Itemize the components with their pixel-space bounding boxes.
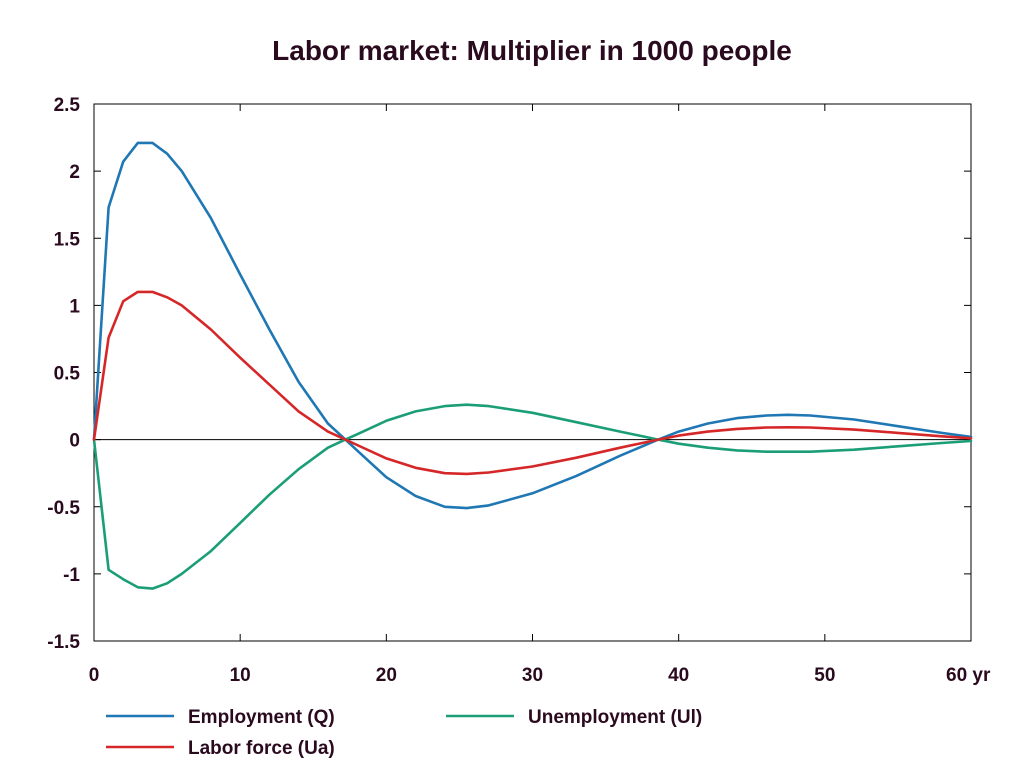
plot-area-frame (93, 103, 972, 642)
legend: Employment (Q) Unemployment (Ul) Labor for… (106, 707, 702, 759)
x-tick-label: 50 (814, 665, 835, 686)
legend-label-2: Labor force (Ua) (188, 738, 335, 759)
x-tick-label: 10 (230, 665, 251, 686)
y-tick-label: 1.5 (54, 229, 81, 250)
y-tick-label: 1 (69, 296, 80, 317)
y-tick-label: 0 (69, 431, 80, 452)
x-tick-label: 60 yr (946, 665, 991, 686)
x-tick-label: 40 (668, 665, 689, 686)
x-tick-label: 20 (376, 665, 397, 686)
series-line-0 (92, 141, 973, 510)
legend-label-1: Unemployment (Ul) (528, 707, 702, 728)
series-group (92, 141, 973, 590)
x-tick-label: 0 (89, 665, 100, 686)
y-tick-label: 2.5 (54, 95, 81, 116)
y-tick-label: 0.5 (54, 364, 81, 385)
chart-title: Labor market: Multiplier in 1000 people (272, 35, 792, 66)
series-line-1 (92, 403, 973, 590)
legend-label-0: Employment (Q) (188, 707, 335, 728)
y-tick-label: 2 (69, 162, 80, 183)
y-tick-label: -1.5 (47, 632, 80, 653)
y-tick-label: -1 (63, 565, 80, 586)
series-line-2 (92, 290, 973, 476)
y-tick-label: -0.5 (47, 498, 80, 519)
x-tick-label: 30 (522, 665, 543, 686)
x-axis: 0 10 20 30 40 50 60 yr (89, 104, 991, 686)
